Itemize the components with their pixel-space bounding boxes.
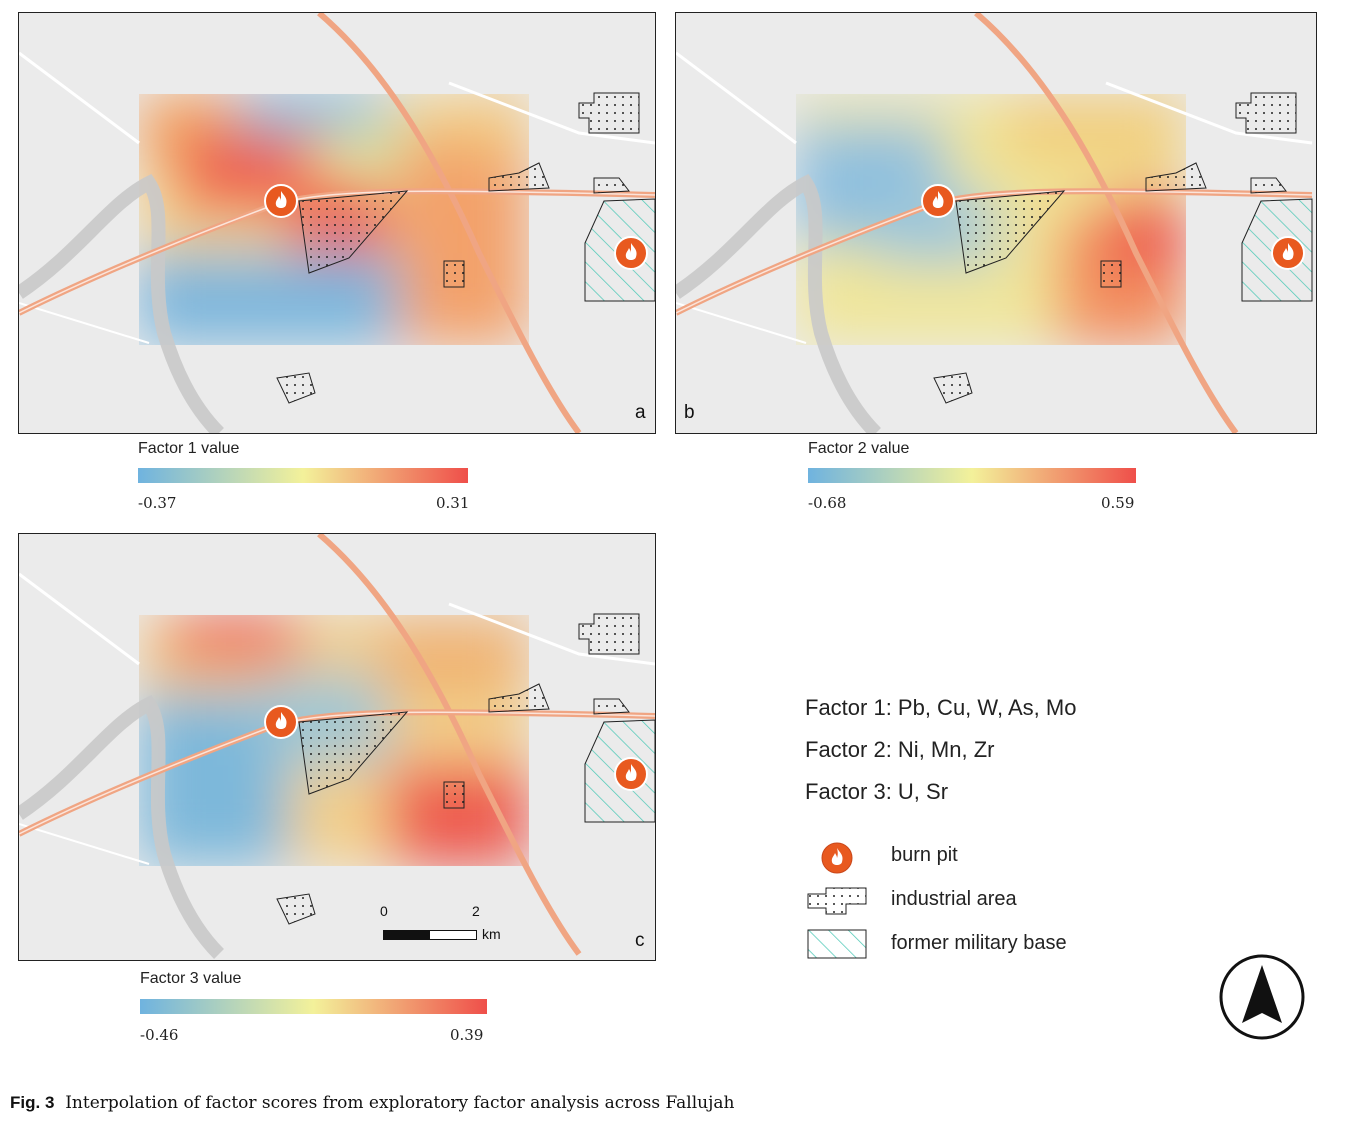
colorbar-c-min: -0.46: [140, 1026, 179, 1044]
map-panel-b: [675, 12, 1317, 434]
colorbar-a-min: -0.37: [138, 494, 177, 512]
figure-caption: Fig. 3 Interpolation of factor scores fr…: [10, 1093, 734, 1113]
burn-pit-a-1: [264, 184, 298, 218]
panel-letter-b: b: [684, 402, 695, 423]
panel-letter-a: a: [635, 402, 646, 423]
minor-road-b-2: [1105, 81, 1313, 145]
military-base-icon: [807, 929, 867, 959]
minor-road-a-2: [448, 81, 655, 145]
factor-2-label: Factor 2: Ni, Mn, Zr: [805, 737, 995, 762]
burn-pit-a-2-flame: [625, 243, 637, 260]
industrial-area-a-2: [578, 92, 640, 134]
industrial-area-c-3: [488, 683, 550, 713]
industrial-area-c-4: [593, 698, 630, 715]
industrial-area-c-5: [443, 781, 465, 809]
minor-road-a-3: [19, 302, 150, 344]
colorbar-a: [138, 468, 468, 483]
burn-pit-c-2: [614, 757, 648, 791]
industrial-area-a-1: [298, 190, 409, 274]
industrial-area-c-1: [298, 711, 409, 795]
burn-pit-c-1: [264, 705, 298, 739]
scalebar: [383, 930, 477, 940]
figure-label: Fig. 3: [10, 1093, 55, 1112]
colorbar-b-min: -0.68: [808, 494, 847, 512]
legend-burn-pit-label: burn pit: [891, 844, 958, 866]
map-c-svg: [19, 534, 655, 960]
legend-industrial-area-label: industrial area: [891, 888, 1017, 910]
scalebar-zero-label: 0: [380, 903, 388, 919]
burn-pit-c-1-flame: [275, 712, 287, 729]
industrial-area-c-6: [276, 893, 316, 925]
panel-letter-c: c: [635, 930, 645, 951]
burn-pit-icon: [821, 842, 853, 874]
minor-road-b-3: [676, 302, 807, 344]
colorbar-c: [140, 999, 487, 1014]
minor-road-c-2: [448, 602, 655, 666]
burn-pit-a-1-flame: [275, 191, 287, 208]
industrial-area-b-4: [1250, 177, 1287, 194]
industrial-area-c-2: [578, 613, 640, 655]
industrial-area-b-3: [1145, 162, 1207, 192]
north-arrow-icon: [1219, 954, 1305, 1040]
industrial-area-b-5: [1100, 260, 1122, 288]
legend-title-c: Factor 3 value: [140, 970, 242, 987]
burn-pit-b-1: [921, 184, 955, 218]
map-panel-c: [18, 533, 656, 961]
colorbar-c-max: 0.39: [450, 1026, 484, 1044]
burn-pit-c-2-flame: [625, 764, 637, 781]
factor-1-label: Factor 1: Pb, Cu, W, As, Mo: [805, 695, 1077, 720]
map-panel-a: [18, 12, 656, 434]
industrial-area-b-1: [955, 190, 1066, 274]
river-c: [19, 694, 225, 959]
legend-military-base-label: former military base: [891, 932, 1067, 954]
burn-pit-a-2: [614, 236, 648, 270]
legend-title-b: Factor 2 value: [808, 440, 910, 457]
industrial-area-a-4: [593, 177, 630, 194]
highway-c: [317, 534, 582, 956]
minor-road-c-3: [19, 823, 150, 865]
industrial-area-icon: [807, 887, 867, 915]
legend-title-a: Factor 1 value: [138, 440, 240, 457]
colorbar-b: [808, 468, 1136, 483]
minor-road-c-1: [19, 572, 140, 666]
factor-3-label: Factor 3: U, Sr: [805, 779, 949, 804]
industrial-area-b-6: [933, 372, 973, 404]
map-b-svg: [676, 13, 1316, 433]
minor-road-b-1: [676, 51, 797, 145]
burn-pit-b-2: [1271, 236, 1305, 270]
colorbar-a-max: 0.31: [436, 494, 470, 512]
colorbar-b-max: 0.59: [1101, 494, 1135, 512]
river-b: [676, 173, 882, 433]
highway-a: [317, 13, 582, 433]
industrial-area-b-2: [1235, 92, 1297, 134]
industrial-area-a-3: [488, 162, 550, 192]
industrial-area-a-5: [443, 260, 465, 288]
minor-road-a-1: [19, 51, 140, 145]
river-a: [19, 173, 225, 433]
factor-list: Factor 1: Pb, Cu, W, As, Mo Factor 2: Ni…: [805, 690, 1076, 816]
industrial-area-a-6: [276, 372, 316, 404]
highway-b: [974, 13, 1239, 433]
scalebar-unit: km: [482, 926, 501, 942]
figure-caption-text: Interpolation of factor scores from expl…: [65, 1093, 735, 1113]
scalebar-two-label: 2: [472, 903, 480, 919]
map-a-svg: [19, 13, 655, 433]
burn-pit-b-2-flame: [1282, 243, 1294, 260]
burn-pit-b-1-flame: [932, 191, 944, 208]
